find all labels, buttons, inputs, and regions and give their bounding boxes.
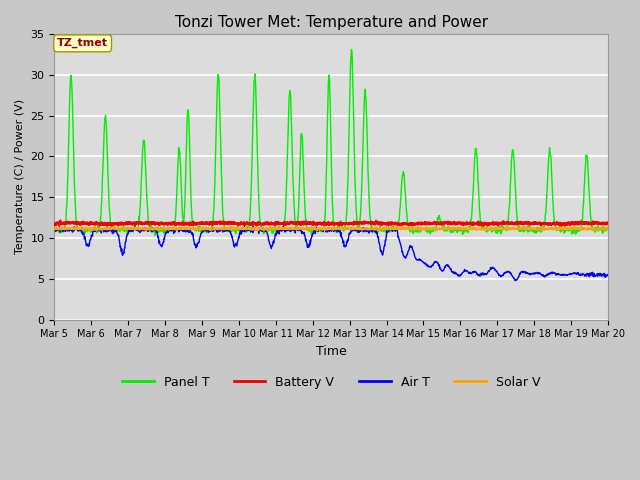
Title: Tonzi Tower Met: Temperature and Power: Tonzi Tower Met: Temperature and Power xyxy=(175,15,488,30)
Y-axis label: Temperature (C) / Power (V): Temperature (C) / Power (V) xyxy=(15,99,25,254)
Text: TZ_tmet: TZ_tmet xyxy=(57,38,108,48)
X-axis label: Time: Time xyxy=(316,345,347,358)
Legend: Panel T, Battery V, Air T, Solar V: Panel T, Battery V, Air T, Solar V xyxy=(117,371,545,394)
